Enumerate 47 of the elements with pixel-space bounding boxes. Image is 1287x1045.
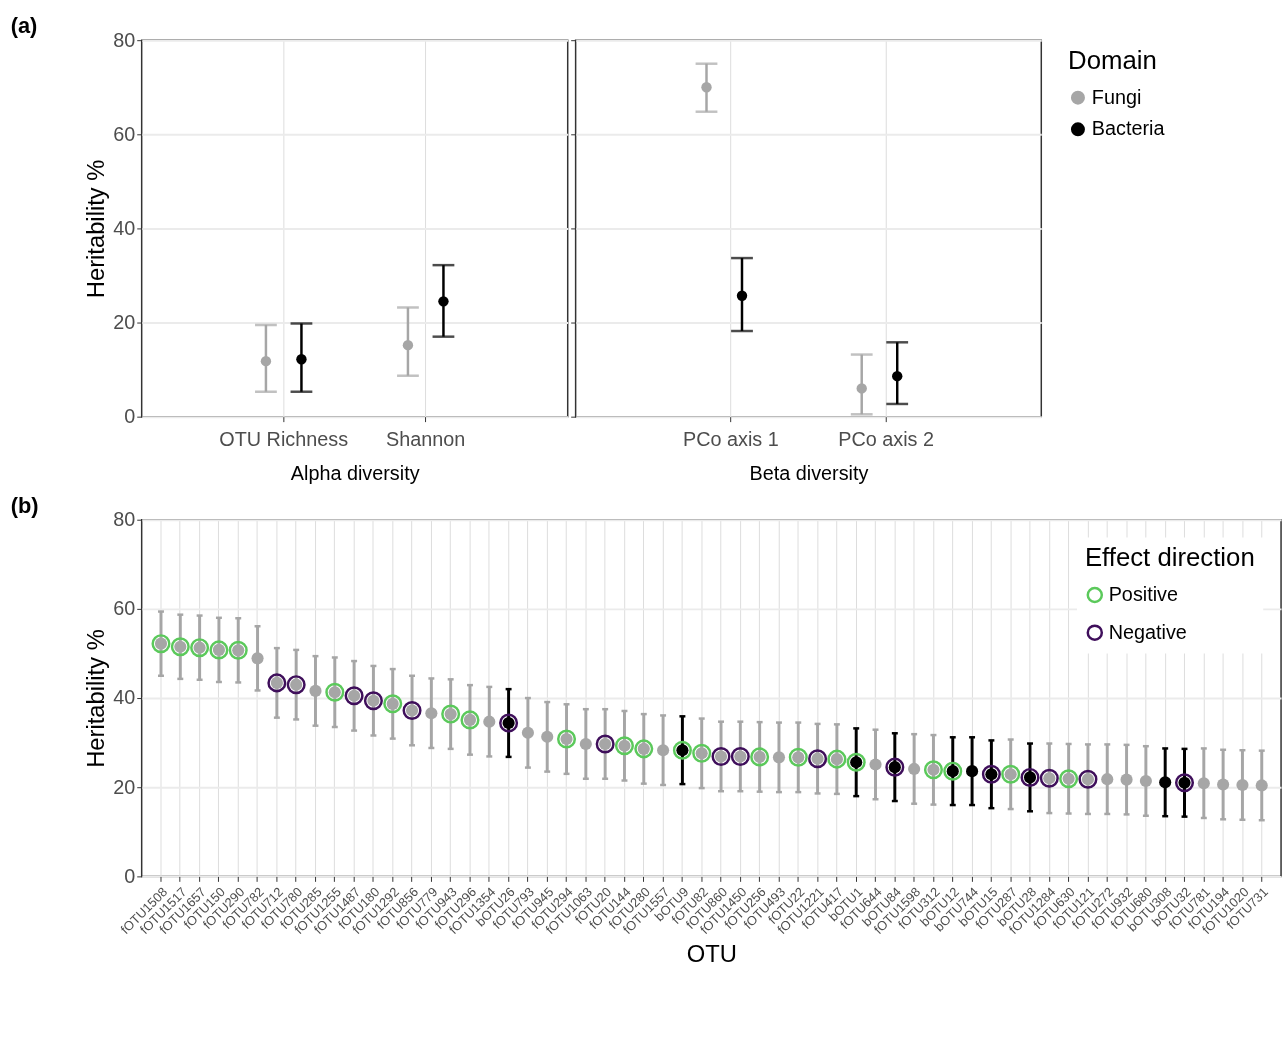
y-axis-title: Heritability % [82, 629, 110, 768]
y-tick-label: 80 [113, 508, 136, 531]
point [1236, 778, 1249, 792]
point [425, 707, 438, 720]
y-tick-label: 20 [113, 775, 136, 798]
y-tick-label: 40 [113, 216, 136, 239]
y-tick-label: 20 [113, 310, 136, 333]
point [1159, 776, 1172, 789]
x-tick-label: OTU Richness [219, 427, 349, 450]
point [1255, 779, 1268, 792]
point [657, 744, 670, 757]
point [908, 762, 921, 775]
legend-title: Domain [1068, 45, 1157, 74]
point [521, 726, 534, 739]
x-axis-title: Alpha diversity [290, 461, 420, 484]
x-tick-label: Shannon [386, 427, 466, 450]
chart-title: (b) [10, 492, 39, 518]
y-tick-label: 0 [124, 864, 136, 887]
point [483, 715, 496, 728]
legend-label: Negative [1108, 620, 1187, 643]
x-tick-label: PCo axis 1 [682, 427, 779, 450]
point [309, 684, 322, 697]
legend-title: Effect direction [1084, 543, 1255, 572]
y-axis-title: Heritability % [82, 159, 110, 299]
point [541, 730, 554, 743]
point [1139, 774, 1152, 788]
y-tick-label: 60 [113, 122, 136, 145]
legend-label: Positive [1108, 582, 1178, 605]
legend-label: Fungi [1091, 85, 1142, 108]
legend-label: Bacteria [1091, 117, 1166, 140]
point [1120, 773, 1133, 786]
point [1197, 777, 1210, 790]
y-tick-label: 0 [124, 405, 136, 428]
point [869, 758, 882, 771]
y-tick-label: 40 [113, 686, 136, 709]
x-axis-title: Beta diversity [749, 461, 869, 484]
x-tick-label: PCo axis 2 [838, 427, 934, 450]
point [772, 751, 786, 764]
y-tick-label: 60 [113, 597, 136, 620]
y-tick-label: 80 [113, 28, 136, 51]
point [1101, 773, 1114, 786]
chart-title: (a) [10, 13, 38, 39]
point [251, 652, 264, 665]
x-axis-title: OTU [686, 939, 737, 967]
point [966, 765, 979, 778]
point [579, 737, 592, 751]
point [1217, 778, 1230, 791]
